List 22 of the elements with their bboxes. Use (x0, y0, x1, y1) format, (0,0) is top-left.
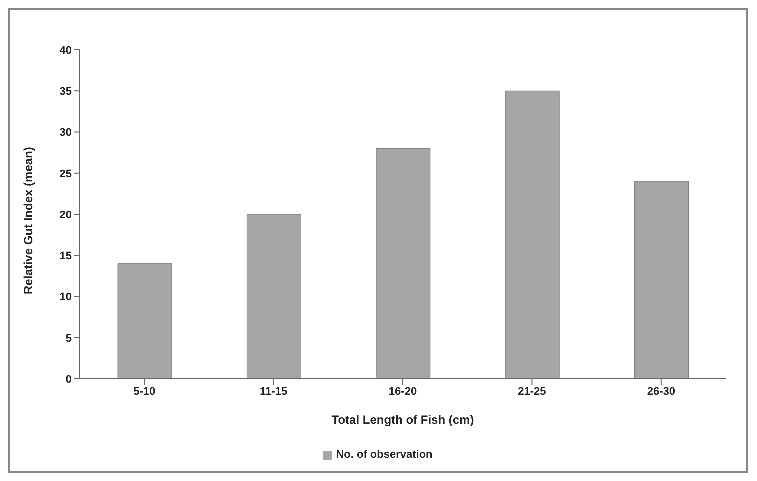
x-tick-label: 11-15 (260, 386, 288, 398)
y-tick-label: 10 (60, 292, 72, 304)
x-tick-label: 26-30 (647, 386, 676, 398)
bar (376, 148, 431, 379)
y-tick-label: 40 (60, 44, 72, 57)
y-tick-label: 25 (60, 168, 72, 180)
bar (505, 90, 560, 379)
bar (634, 181, 690, 379)
bar (118, 264, 172, 379)
y-tick-label: 30 (60, 127, 72, 140)
y-axis-title: Relative Gut Index (mean) (21, 147, 36, 294)
y-tick-label: 15 (60, 250, 72, 263)
y-tick-label: 0 (66, 374, 72, 386)
y-tick-label: 5 (66, 332, 72, 345)
x-tick-label: 5-10 (134, 386, 156, 398)
y-tick-label: 35 (60, 86, 72, 98)
x-tick-label: 21-25 (518, 386, 546, 398)
x-tick-label: 16-20 (388, 386, 418, 398)
bar (246, 214, 302, 379)
legend-label: No. of observation (336, 449, 433, 461)
x-axis-title: Total Length of Fish (cm) (332, 413, 474, 427)
y-tick-label: 20 (60, 209, 72, 222)
